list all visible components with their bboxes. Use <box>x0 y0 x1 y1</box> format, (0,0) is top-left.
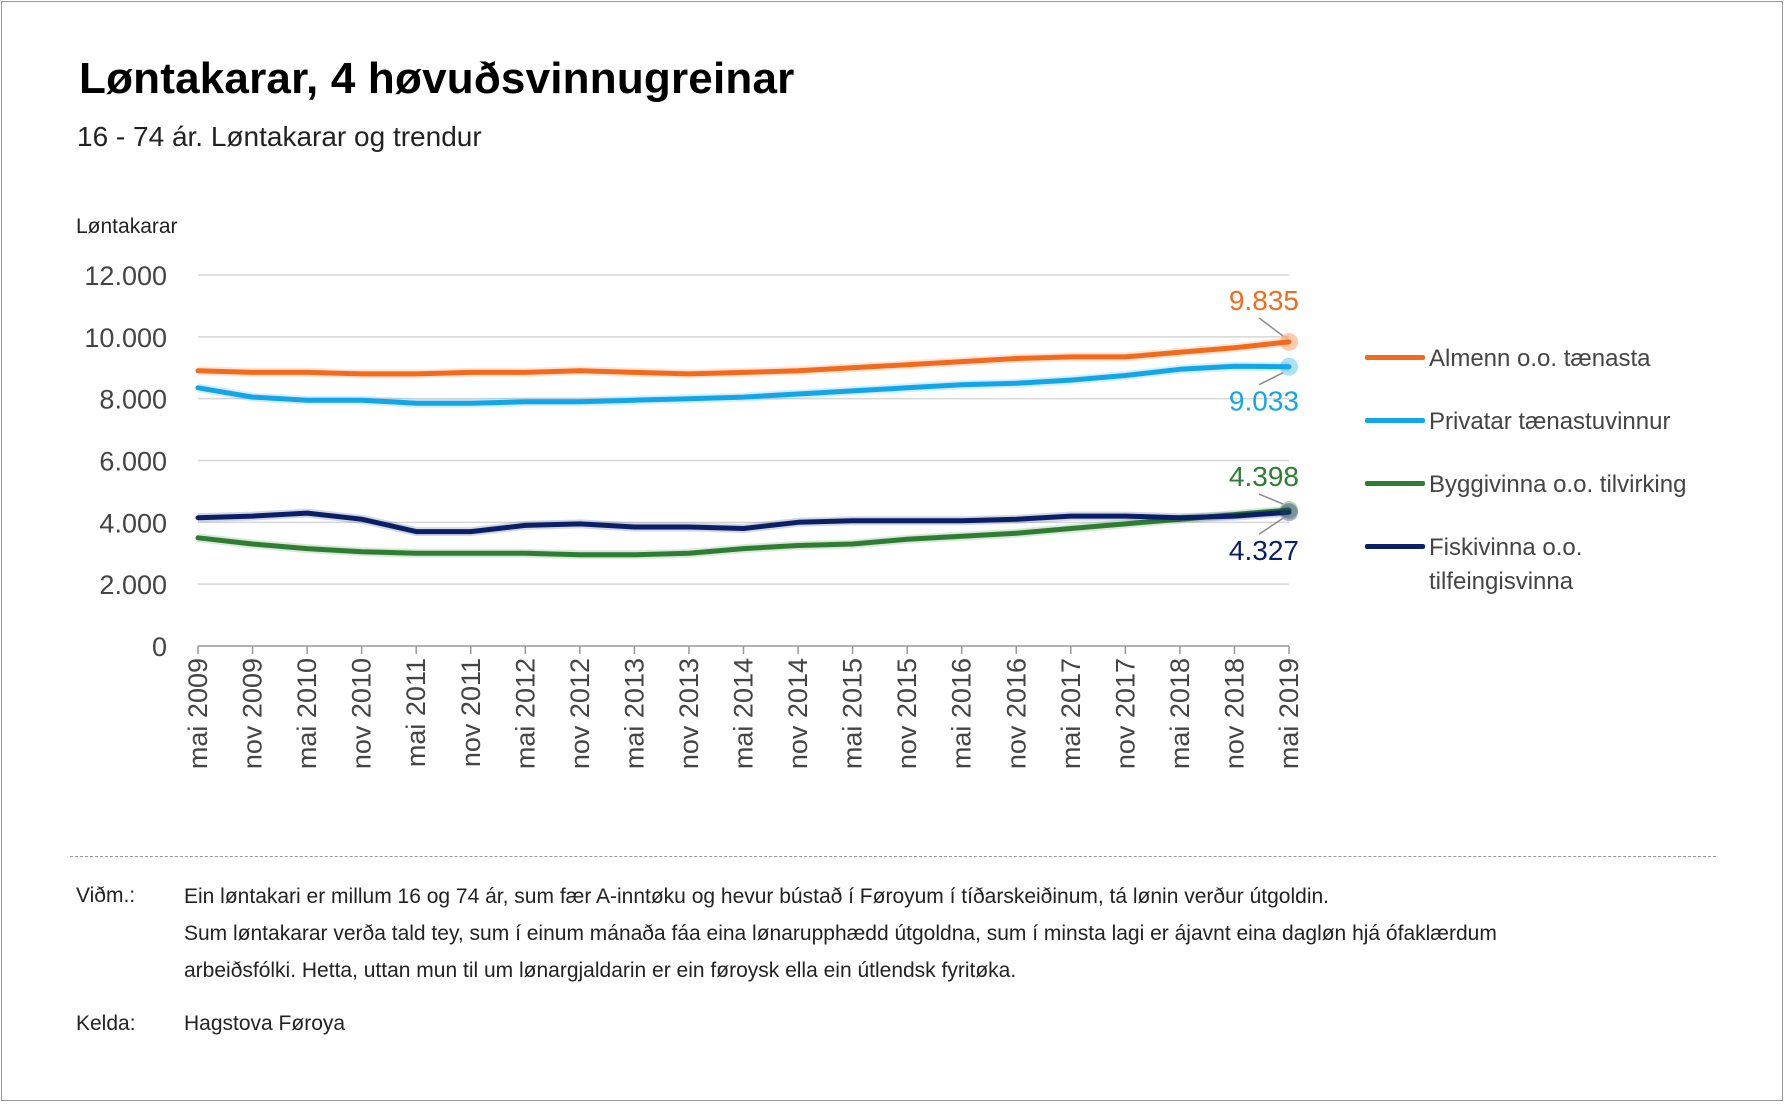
legend-swatch-almenn <box>1365 355 1425 360</box>
y-tick-label: 12.000 <box>84 261 167 291</box>
legend-item-privatar: Privatar tænastuvinnur <box>1365 405 1719 439</box>
legend-swatch-privatar <box>1365 418 1425 423</box>
series-end-marker <box>1280 501 1298 520</box>
series-end-value-label: 4.327 <box>1229 535 1299 566</box>
y-tick-label: 8.000 <box>99 385 167 415</box>
chart-subtitle: 16 - 74 ár. Løntakarar og trendur <box>77 121 482 152</box>
source-value: Hagstova Føroya <box>184 1012 346 1035</box>
x-tick-label: mai 2014 <box>729 658 759 769</box>
remark-line: Ein løntakari er millum 16 og 74 ár, sum… <box>184 885 1329 908</box>
x-tick-label: mai 2011 <box>401 658 431 767</box>
y-tick-label: 10.000 <box>84 323 167 353</box>
x-tick-label: nov 2011 <box>456 658 486 767</box>
remark-text: Ein løntakari er millum 16 og 74 ár, sum… <box>184 878 1497 989</box>
series-trend-line <box>195 363 1292 406</box>
x-tick-label: mai 2019 <box>1274 658 1304 769</box>
x-tick-label: mai 2012 <box>510 658 540 769</box>
label-leader-line <box>1258 372 1284 386</box>
x-tick-label: nov 2016 <box>1001 658 1031 769</box>
x-tick-label: mai 2017 <box>1056 658 1086 769</box>
remark-line: arbeiðsfólki. Hetta, uttan mun til um lø… <box>184 959 1017 982</box>
legend-item-fiskivinna: Fiskivinna o.o. tilfeingisvinna <box>1365 531 1659 599</box>
x-tick-label: mai 2010 <box>292 658 322 769</box>
x-tick-label: nov 2012 <box>565 658 595 769</box>
y-tick-label: 6.000 <box>99 447 167 477</box>
x-tick-label: mai 2015 <box>838 658 868 769</box>
y-axis-label: Løntakarar <box>76 215 178 238</box>
x-tick-label: mai 2016 <box>947 658 977 769</box>
series-trend-line <box>195 509 1292 535</box>
legend-item-almenn: Almenn o.o. tænasta <box>1365 342 1719 376</box>
x-tick-label: nov 2013 <box>674 658 704 769</box>
series-end-value-label: 9.835 <box>1229 285 1299 316</box>
x-tick-label: nov 2014 <box>783 658 813 769</box>
remark-key: Viðm.: <box>76 884 136 907</box>
legend-swatch-fiskivinna <box>1365 544 1425 549</box>
label-leader-line <box>1258 517 1284 535</box>
y-tick-label: 4.000 <box>99 508 167 538</box>
series-end-marker <box>1280 357 1298 376</box>
footer-divider <box>70 856 1716 857</box>
legend-label-privatar: Privatar tænastuvinnur <box>1429 408 1671 435</box>
source-key: Kelda: <box>76 1012 136 1035</box>
series-end-marker <box>1280 503 1298 522</box>
series-end-value-label: 9.033 <box>1229 386 1299 417</box>
series-trend-line <box>195 507 1292 558</box>
x-tick-label: nov 2015 <box>892 658 922 769</box>
x-tick-label: mai 2013 <box>619 658 649 769</box>
legend-item-byggivinna: Byggivinna o.o. tilvirking <box>1365 468 1719 502</box>
x-tick-label: nov 2018 <box>1219 658 1249 769</box>
y-tick-label: 2.000 <box>99 570 167 600</box>
x-tick-label: mai 2009 <box>183 658 213 769</box>
legend-swatch-byggivinna <box>1365 481 1425 486</box>
series-end-marker <box>1280 332 1298 351</box>
remark-line: Sum løntakarar verða tald tey, sum í ein… <box>184 922 1497 945</box>
x-tick-label: nov 2009 <box>238 658 268 769</box>
x-tick-label: nov 2017 <box>1110 658 1140 769</box>
label-leader-line <box>1258 317 1284 337</box>
legend-label-almenn: Almenn o.o. tænasta <box>1429 345 1651 372</box>
x-tick-label: nov 2010 <box>347 658 377 769</box>
chart-title: Løntakarar, 4 høvuðsvinnugreinar <box>79 54 795 103</box>
legend-label-fiskivinna: Fiskivinna o.o. tilfeingisvinna <box>1429 534 1583 595</box>
series-trend-line <box>195 339 1292 377</box>
series-end-value-label: 4.398 <box>1229 461 1299 492</box>
label-leader-line <box>1258 493 1284 505</box>
x-tick-label: mai 2018 <box>1165 658 1195 769</box>
y-tick-label: 0 <box>152 632 167 662</box>
legend-label-byggivinna: Byggivinna o.o. tilvirking <box>1429 471 1687 498</box>
